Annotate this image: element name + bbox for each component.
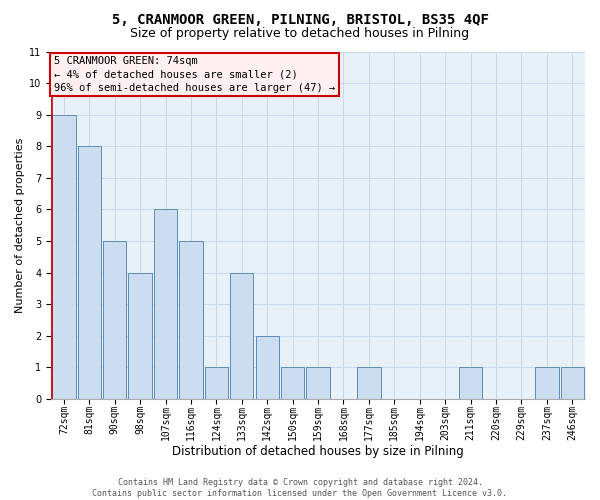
Bar — [103, 241, 127, 399]
Bar — [357, 368, 380, 399]
Bar — [307, 368, 330, 399]
X-axis label: Distribution of detached houses by size in Pilning: Distribution of detached houses by size … — [172, 444, 464, 458]
Bar — [154, 210, 177, 399]
Text: 5 CRANMOOR GREEN: 74sqm
← 4% of detached houses are smaller (2)
96% of semi-deta: 5 CRANMOOR GREEN: 74sqm ← 4% of detached… — [53, 56, 335, 92]
Bar — [128, 272, 152, 399]
Bar — [459, 368, 482, 399]
Text: Contains HM Land Registry data © Crown copyright and database right 2024.
Contai: Contains HM Land Registry data © Crown c… — [92, 478, 508, 498]
Bar — [205, 368, 228, 399]
Bar — [535, 368, 559, 399]
Bar — [77, 146, 101, 399]
Bar — [230, 272, 253, 399]
Text: Size of property relative to detached houses in Pilning: Size of property relative to detached ho… — [130, 28, 470, 40]
Bar — [256, 336, 279, 399]
Text: 5, CRANMOOR GREEN, PILNING, BRISTOL, BS35 4QF: 5, CRANMOOR GREEN, PILNING, BRISTOL, BS3… — [112, 12, 488, 26]
Bar — [560, 368, 584, 399]
Bar — [281, 368, 304, 399]
Y-axis label: Number of detached properties: Number of detached properties — [15, 138, 25, 313]
Bar — [52, 114, 76, 399]
Bar — [179, 241, 203, 399]
